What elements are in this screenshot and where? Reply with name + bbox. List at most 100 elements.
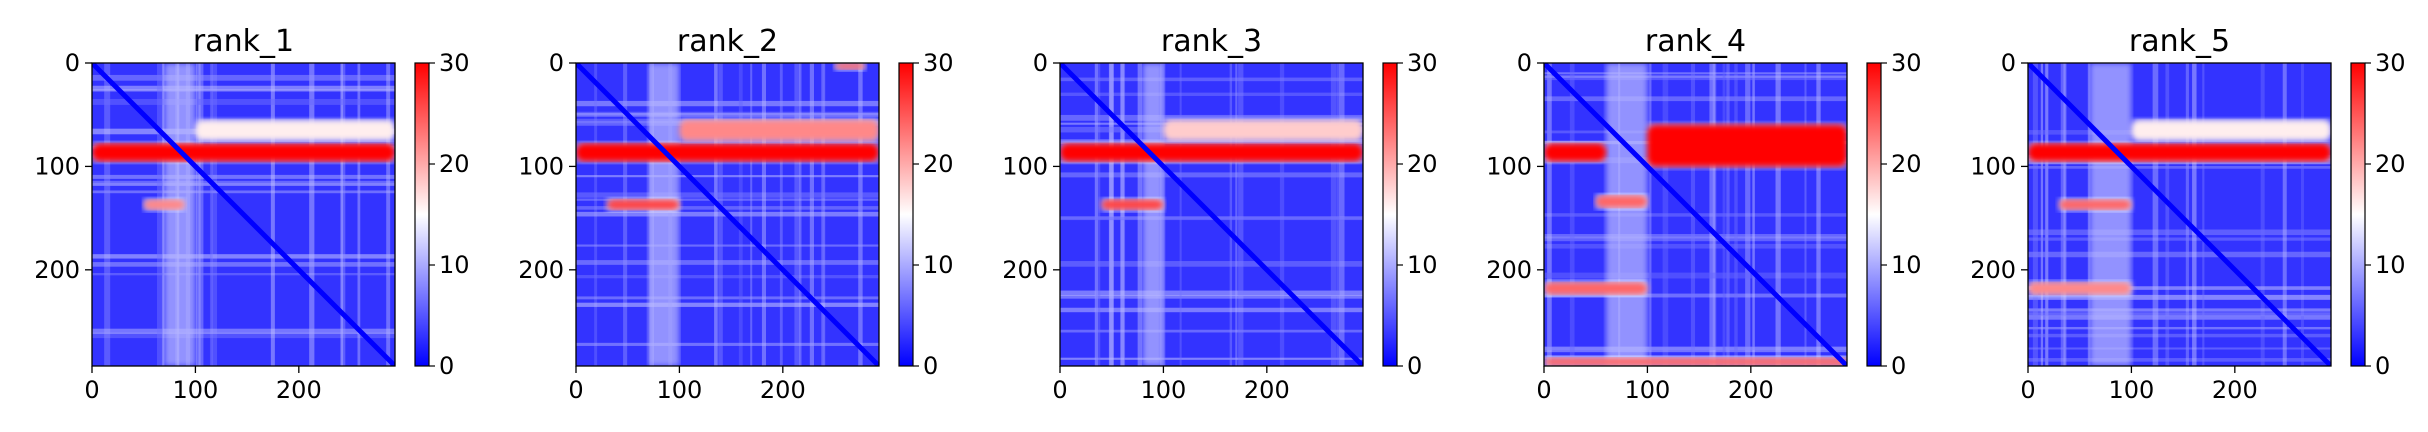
heatmap-stripe-v <box>1804 63 1807 366</box>
heatmap-stripe-v <box>1109 63 1114 366</box>
colorbar-tick-label: 10 <box>1407 251 1438 279</box>
heatmap-band <box>576 143 879 162</box>
heatmap-stripe-v <box>270 63 275 366</box>
heatmap-stripe-v <box>156 63 163 366</box>
heatmap-band <box>1060 143 1363 162</box>
colorbar-tick-label: 20 <box>1407 150 1438 178</box>
heatmap-diagonal <box>1060 63 1363 366</box>
heatmap-stripe-v <box>1709 63 1716 366</box>
y-tick-label: 200 <box>1970 256 2016 284</box>
heatmap-stripe-v <box>1108 63 1114 366</box>
heatmap-stripe-v <box>309 63 315 366</box>
heatmap-stripe-h <box>2028 229 2331 236</box>
heatmap-stripe-h <box>576 175 879 178</box>
colorbar-tick-label: 20 <box>2375 150 2406 178</box>
y-tick-label: 100 <box>1970 152 2016 180</box>
heatmap-stripe-h <box>1060 290 1363 296</box>
heatmap-stripe-h <box>2028 251 2331 258</box>
heatmap-stripe-h <box>1060 216 1363 221</box>
x-tick-label: 200 <box>2212 376 2258 404</box>
heatmap-stripe-h <box>576 100 879 107</box>
heatmap-stripe-v <box>1649 63 1652 366</box>
heatmap-stripe-v <box>1547 63 1552 366</box>
heatmap-stripe-h <box>1544 96 1847 102</box>
heatmap-stripe-v <box>1816 63 1821 366</box>
heatmap-stripe-h <box>576 260 879 265</box>
heatmap-stripe-v <box>1734 63 1738 366</box>
heatmap-stripe-h <box>576 192 879 198</box>
x-tick-label: 200 <box>1244 376 1290 404</box>
colorbar-tick-label: 0 <box>1407 352 1422 380</box>
x-tick-label: 0 <box>568 376 583 404</box>
y-tick-label: 200 <box>34 256 80 284</box>
panel-title: rank_1 <box>193 24 294 59</box>
colorbar-tick-label: 10 <box>2375 251 2406 279</box>
heatmap-stripe-h <box>92 254 395 259</box>
heatmap-light-column <box>1606 63 1648 366</box>
colorbar <box>1382 62 1398 367</box>
colorbar <box>898 62 914 367</box>
heatmap-stripe-h <box>1060 357 1363 360</box>
heatmap-stripe-h <box>92 85 395 91</box>
axes-frame <box>575 62 880 367</box>
panel-title: rank_4 <box>1645 24 1746 59</box>
heatmap-stripe-v <box>1094 63 1099 366</box>
heatmap-stripe-h <box>1060 172 1363 178</box>
heatmap-stripe-v <box>2282 63 2287 366</box>
y-tick-label: 0 <box>1517 49 1532 77</box>
heatmap-stripe-v <box>1339 63 1345 366</box>
heatmap-stripe-h <box>1544 72 1847 75</box>
x-tick-label: 200 <box>276 376 322 404</box>
y-tick-label: 100 <box>1486 152 1532 180</box>
y-tick-label: 0 <box>549 49 564 77</box>
colorbar-tick-label: 10 <box>1891 251 1922 279</box>
heatmap-stripe-v <box>799 63 802 366</box>
heatmap-stripe-h <box>1060 329 1363 333</box>
heatmap-band <box>2028 282 2132 295</box>
heatmap-stripe-v <box>1095 63 1101 366</box>
heatmap-band <box>679 119 879 141</box>
heatmap-light-column <box>2090 63 2132 366</box>
y-tick-label: 0 <box>2001 49 2016 77</box>
heatmap-stripe-h <box>1544 76 1847 81</box>
axes-frame <box>1059 62 1364 367</box>
heatmap-band <box>2028 143 2331 162</box>
heatmap-stripe-h <box>92 262 395 267</box>
heatmap-panel-1: rank_1 0 100 200 0 100 200 0 10 20 30 <box>34 24 469 404</box>
panel-title: rank_3 <box>1161 24 1262 59</box>
heatmap-band <box>2131 119 2331 141</box>
heatmap-stripe-h <box>1060 307 1363 313</box>
y-tick-label: 100 <box>34 152 80 180</box>
heatmap-stripe-v <box>2300 63 2304 366</box>
panel-title: rank_5 <box>2129 24 2230 59</box>
heatmap-stripe-v <box>1238 63 1244 366</box>
heatmap-stripe-v <box>2040 63 2044 366</box>
heatmap-stripe-h <box>2028 347 2331 350</box>
heatmap-image <box>1060 63 1363 366</box>
heatmap-stripe-h <box>576 198 879 201</box>
heatmap-light-column <box>1142 63 1164 366</box>
axes-frame <box>2027 62 2332 367</box>
heatmap-stripe-h <box>2028 358 2331 362</box>
heatmap-stripe-v <box>2060 63 2067 366</box>
heatmap-stripe-h <box>2028 166 2331 169</box>
colorbar-tick-label: 30 <box>1407 49 1438 77</box>
heatmap-stripe-h <box>1060 261 1363 267</box>
x-tick-label: 100 <box>1141 376 1187 404</box>
panel-title: rank_2 <box>677 24 778 59</box>
heatmap-stripe-v <box>2044 63 2049 366</box>
heatmap-stripe-h <box>92 180 395 186</box>
y-tick-label: 200 <box>1002 256 1048 284</box>
heatmap-stripe-h <box>92 272 395 276</box>
heatmap-stripe-h <box>2028 312 2331 317</box>
heatmap-stripe-h <box>1544 293 1847 298</box>
heatmap-stripe-h <box>1544 75 1847 78</box>
heatmap-stripe-v <box>718 63 723 366</box>
heatmap-image <box>2028 63 2331 366</box>
heatmap-panel-3: rank_3 0 100 200 0 100 200 0 10 20 30 <box>1002 24 1437 404</box>
heatmap-stripe-h <box>2028 315 2331 320</box>
x-tick-label: 100 <box>173 376 219 404</box>
heatmap-band <box>92 143 395 162</box>
heatmap-stripe-v <box>2260 63 2265 366</box>
colorbar <box>1866 62 1882 367</box>
